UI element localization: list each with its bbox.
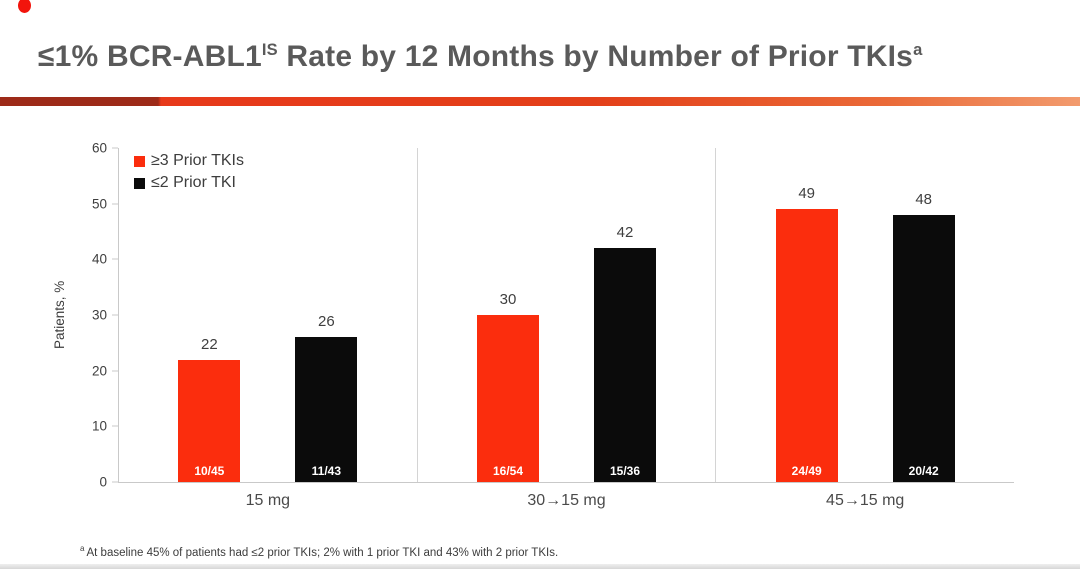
- bar-group-1: 22 10/45 26 11/43 15 mg: [119, 148, 418, 509]
- y-tick-mark: [112, 314, 118, 316]
- bar-value-label: 30: [499, 291, 517, 308]
- y-tick-mark: [112, 370, 118, 372]
- x-axis-label: 15 mg: [245, 492, 291, 509]
- legend-item-le2-prior-tki: ≤2 Prior TKI: [134, 174, 244, 192]
- bar: 26 11/43: [295, 313, 358, 482]
- legend-item-ge3-prior-tkis: ≥3 Prior TKIs: [134, 152, 244, 170]
- bar: 42 15/36: [594, 224, 656, 482]
- legend-label: ≥3 Prior TKIs: [151, 152, 244, 169]
- y-tick-20: 20: [92, 363, 118, 378]
- legend: ≥3 Prior TKIs ≤2 Prior TKI: [134, 152, 244, 196]
- bar-fraction-label: 11/43: [311, 464, 342, 478]
- title-text: Rate by 12 Months by Number of Prior TKI…: [277, 40, 914, 73]
- slide-accent-dot-icon: [18, 0, 31, 13]
- bar-fraction-label: 24/49: [791, 464, 822, 478]
- bar-group-2: 30 16/54 42 15/36 30→15 mg: [418, 148, 717, 509]
- bar-value-label: 42: [616, 224, 634, 242]
- bottom-edge-strip: [0, 564, 1080, 569]
- x-axis-label: 30→15 mg: [527, 492, 606, 509]
- bar: 30 16/54: [477, 291, 539, 482]
- plot-groups: 22 10/45 26 11/43 15 mg 30 16/54 42 15/36 30→15 m…: [119, 148, 1014, 509]
- footnote-text: At baseline 45% of patients had ≤2 prior…: [86, 546, 559, 559]
- page-title: ≤1% BCR-ABL1IS Rate by 12 Months by Numb…: [38, 40, 1048, 74]
- legend-label: ≤2 Prior TKI: [151, 174, 236, 191]
- legend-swatch-black-icon: [134, 177, 145, 189]
- y-tick-label: 50: [91, 196, 107, 212]
- legend-swatch-red-icon: [134, 155, 145, 167]
- y-tick-40: 40: [92, 252, 118, 267]
- y-axis: 0 10 20 30 40 50 60: [0, 141, 118, 490]
- bar: 48 20/42: [892, 191, 955, 482]
- bar: 49 24/49: [775, 185, 838, 482]
- bar-fraction-label: 10/45: [194, 464, 225, 478]
- y-tick-label: 0: [99, 474, 107, 490]
- y-tick-50: 50: [92, 196, 118, 211]
- y-tick-30: 30: [92, 308, 118, 323]
- y-tick-10: 10: [92, 419, 118, 434]
- y-tick-label: 10: [91, 418, 107, 434]
- y-tick-mark: [112, 425, 118, 427]
- y-tick-60: 60: [92, 141, 118, 156]
- bar-value-label: 49: [798, 185, 816, 203]
- bar-fraction-label: 15/36: [609, 464, 641, 478]
- bar-value-label: 48: [915, 190, 933, 208]
- y-tick-label: 40: [91, 251, 107, 267]
- bar-fraction-label: 20/42: [908, 464, 939, 478]
- y-tick-mark: [112, 258, 118, 260]
- y-tick-label: 30: [91, 307, 107, 323]
- title-superscript-a: a: [913, 41, 923, 59]
- bar-value-label: 22: [200, 335, 218, 353]
- bar-fraction-label: 16/54: [492, 464, 524, 478]
- bar: 22 10/45: [178, 336, 241, 482]
- y-tick-mark: [112, 203, 118, 205]
- title-divider-rule: [0, 97, 1080, 106]
- title-superscript-is: IS: [261, 41, 278, 59]
- footnote-superscript-a: a: [80, 544, 85, 553]
- y-tick-mark: [112, 481, 118, 483]
- bar-value-label: 26: [317, 313, 335, 331]
- x-axis-label: 45→15 mg: [826, 492, 905, 509]
- y-tick-mark: [112, 147, 118, 149]
- y-tick-0: 0: [99, 475, 118, 490]
- y-tick-label: 60: [91, 140, 107, 156]
- plot-area: 22 10/45 26 11/43 15 mg 30 16/54 42 15/36 30→15 m…: [118, 148, 1014, 509]
- bar-group-3: 49 24/49 48 20/42 45→15 mg: [716, 148, 1014, 509]
- footnote: a At baseline 45% of patients had ≤2 prio…: [80, 544, 558, 559]
- y-tick-label: 20: [91, 363, 107, 379]
- title-text: ≤1% BCR-ABL1: [38, 40, 262, 73]
